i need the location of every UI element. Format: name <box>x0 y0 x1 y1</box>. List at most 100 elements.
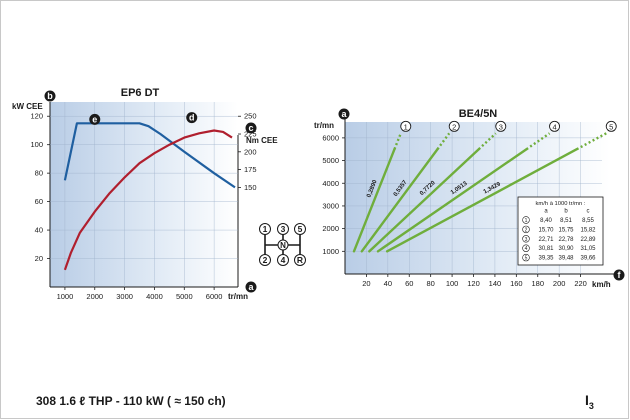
svg-text:a: a <box>341 109 347 119</box>
page-number: I3 <box>585 392 594 411</box>
speed-table-cell: 15,70 <box>538 227 554 233</box>
speed-table-cell: 39,66 <box>580 256 596 262</box>
speed-table-cell: 39,35 <box>538 256 554 262</box>
gear-number-label: 1 <box>404 122 408 131</box>
gearbox-x-tick-label: 200 <box>553 279 566 288</box>
gear-number-label: 2 <box>452 122 456 131</box>
gearbox-x-tick-label: 100 <box>446 279 459 288</box>
gear-line-4 <box>376 148 528 253</box>
shift-gear-label: R <box>297 255 303 265</box>
shift-neutral-circle <box>277 239 289 251</box>
speed-table-gear: 5 <box>525 256 528 262</box>
engine-curve-e <box>63 122 236 189</box>
engine-right-tick-label: 150 <box>244 183 257 192</box>
engine-left-tick-label: 100 <box>30 140 43 149</box>
shift-gear-circle <box>294 223 306 235</box>
speed-table-cell: 15,82 <box>580 227 596 233</box>
gearbox-x-tick-label: 180 <box>531 279 544 288</box>
speed-table <box>517 196 604 266</box>
speed-table-cell: 30,90 <box>558 246 574 252</box>
speed-table-cell: 39,48 <box>558 256 574 262</box>
speed-table-cell: 22,71 <box>538 237 554 243</box>
engine-x-tick-label: 5000 <box>176 292 193 301</box>
svg-text:a: a <box>248 282 254 292</box>
shift-gear-circle <box>259 254 271 266</box>
engine-right-badge: c <box>245 122 257 134</box>
speed-table-gear: 2 <box>525 227 528 233</box>
speed-table-cell: 8,40 <box>540 218 552 224</box>
engine-right-tick-label: 225 <box>244 130 257 139</box>
speed-table-cell: 8,51 <box>560 218 572 224</box>
footer-caption: 308 1.6 ℓ THP - 110 kW ( ≈ 150 ch) <box>36 394 226 408</box>
engine-curve-badge-label: e <box>92 114 97 124</box>
speed-table-column-header: a <box>544 209 548 215</box>
speed-table-cell: 31,05 <box>580 246 596 252</box>
speed-table-gear-circle <box>522 235 530 243</box>
shift-gear-circle <box>277 254 289 266</box>
shift-gear-label: 5 <box>298 224 303 234</box>
speed-table-column-header: c <box>587 209 590 215</box>
gear-line-extension-2 <box>436 132 451 150</box>
gearbox-y-tick-label: 5000 <box>322 156 339 165</box>
speed-table-gear: 3 <box>525 237 528 243</box>
speed-table-cell: 8,55 <box>582 218 594 224</box>
engine-plot-area <box>50 102 238 287</box>
speed-table-column-header: b <box>564 209 568 215</box>
shift-gear-label: 1 <box>263 224 268 234</box>
engine-x-tick-label: 3000 <box>116 292 133 301</box>
gearbox-x-tick-label: 20 <box>362 279 370 288</box>
engine-x-tick-label: 4000 <box>146 292 163 301</box>
gearbox-x-badge: f <box>613 269 625 281</box>
speed-table-gear: 1 <box>525 218 528 224</box>
engine-left-tick-label: 20 <box>35 254 43 263</box>
engine-x-unit: tr/mn <box>228 292 248 301</box>
gear-line-1 <box>352 148 396 253</box>
shift-gear-circle <box>277 223 289 235</box>
gear-line-extension-3 <box>477 132 497 151</box>
engine-curve-d <box>63 129 233 271</box>
speed-table-gear: 4 <box>525 246 528 252</box>
gear-number-circle <box>448 120 460 132</box>
engine-left-axis-label: kW CEE <box>12 102 43 111</box>
gearbox-chart-title: BE4/5N <box>459 108 498 120</box>
shift-gear-label: 2 <box>263 255 268 265</box>
gear-line-extension-5 <box>576 132 607 151</box>
gearbox-y-tick-label: 1000 <box>322 247 339 256</box>
engine-right-axis-label: Nm CEE <box>246 136 278 145</box>
speed-table-cell: 22,89 <box>580 237 596 243</box>
speed-table-cell: 15,75 <box>558 227 574 233</box>
gearbox-x-tick-label: 160 <box>510 279 523 288</box>
speed-table-gear-circle <box>522 244 530 252</box>
engine-x-badge: a <box>245 281 257 293</box>
svg-text:f: f <box>618 270 622 280</box>
gear-line-2 <box>360 148 439 253</box>
gearbox-x-tick-label: 140 <box>489 279 502 288</box>
gear-line-extension-4 <box>525 132 551 151</box>
speed-table-gear-circle <box>522 225 530 234</box>
gearbox-x-tick-label: 120 <box>467 279 480 288</box>
speed-table-gear-circle <box>522 216 530 224</box>
engine-right-tick-label: 175 <box>244 165 257 174</box>
engine-right-tick-label: 200 <box>244 147 257 156</box>
shift-gear-label: 3 <box>281 224 286 234</box>
gear-number-circle <box>495 120 507 132</box>
speed-table-cell: 30,81 <box>538 246 554 252</box>
gear-number-label: 3 <box>499 122 503 131</box>
gearbox-y-tick-label: 6000 <box>322 133 339 142</box>
gear-number-label: 4 <box>552 122 556 131</box>
engine-left-tick-label: 60 <box>35 197 43 206</box>
gearbox-x-tick-label: 220 <box>574 279 587 288</box>
engine-x-tick-label: 2000 <box>86 292 103 301</box>
shift-gear-circle <box>259 223 271 235</box>
shift-gear-circle <box>294 254 306 266</box>
gear-number-circle <box>605 120 617 132</box>
engine-left-tick-label: 80 <box>35 169 43 178</box>
shift-pattern: 1 3 5 2 4 R N <box>259 223 306 266</box>
gearbox-y-unit: tr/mn <box>314 121 334 130</box>
engine-left-badge: b <box>44 90 56 102</box>
gearbox-y-tick-label: 4000 <box>322 179 339 188</box>
engine-chart: 1000 2000 3000 4000 5000 6000 20 40 60 80 100 120 15… <box>12 87 278 301</box>
engine-right-tick-label: 250 <box>244 112 257 121</box>
engine-curve-badge <box>89 113 101 125</box>
gearbox-chart: 20 40 60 80 100 120 140 160 180 200 220 1000 2000 300… <box>314 108 625 289</box>
